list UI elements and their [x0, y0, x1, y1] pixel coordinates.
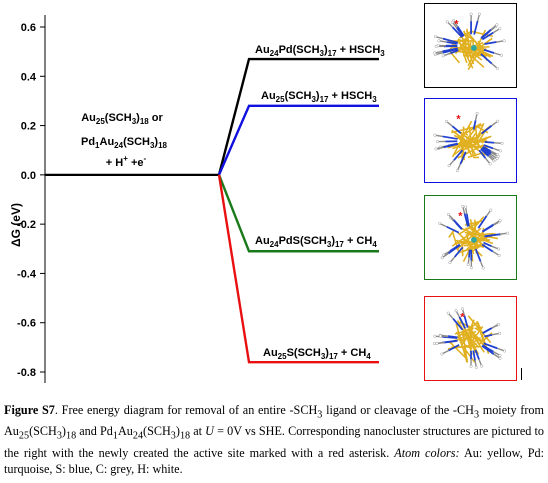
y-ticks: 0.6 0.4 0.2 0.0 -0.2 -0.4 -0.6 -0.8: [17, 22, 45, 379]
y-tick-label: 0.0: [21, 170, 36, 182]
structure-image-1: *: [424, 98, 517, 183]
y-tick-label: -0.4: [17, 268, 37, 280]
caption-label: Figure S7: [4, 403, 55, 417]
structure-image-2: *: [424, 195, 517, 280]
series-line-2: [217, 174, 379, 253]
active-site-asterisk: *: [458, 210, 463, 222]
y-tick-label: 0.4: [21, 71, 37, 83]
y-tick-label: -0.2: [17, 219, 36, 231]
structure-image-0: *: [424, 3, 517, 88]
divider-mark: [521, 368, 522, 380]
cluster-drawing: *: [433, 12, 506, 71]
product-label-au25s: Au25S(SCH3)17 + CH4: [263, 347, 371, 361]
free-energy-chart: 0.6 0.4 0.2 0.0 -0.2 -0.4 -0.6 -0.8 ΔG (eV) Au2…: [9, 15, 385, 383]
product-label-au24pd: Au24Pd(SCH3)17 + HSCH3: [255, 44, 385, 58]
initial-state-label: Au25(SCH3)18 or: [81, 112, 163, 126]
cluster-drawing: *: [433, 111, 504, 173]
y-tick-label: 0.2: [21, 121, 36, 133]
series-line-3: [217, 174, 379, 364]
product-label-au24pds: Au24PdS(SCH3)17 + CH4: [255, 235, 377, 249]
y-tick-label: 0.6: [21, 22, 36, 34]
structure-image-3: *: [424, 296, 517, 381]
series-line-0: [217, 57, 379, 176]
caption-text: . Free energy diagram for removal of an …: [54, 403, 318, 417]
cluster-drawing: *: [438, 204, 510, 270]
initial-state-label-3: + H+ +e-: [106, 154, 147, 169]
active-site-asterisk: *: [454, 18, 459, 30]
y-tick-label: -0.6: [17, 318, 36, 330]
product-label-au25: Au25(SCH3)17 + HSCH3: [261, 90, 377, 104]
y-tick-label: -0.8: [17, 367, 36, 379]
cluster-drawing: *: [432, 307, 507, 369]
active-site-asterisk: *: [456, 113, 461, 125]
figure-caption: Figure S7. Free energy diagram for remov…: [4, 403, 545, 476]
series-lines: [217, 57, 379, 364]
series-line-1: [217, 104, 379, 176]
initial-state-label-2: Pd1Au24(SCH3)18: [81, 136, 168, 150]
y-axis-label: ΔG (eV): [9, 203, 23, 247]
active-site-asterisk: *: [460, 311, 465, 323]
